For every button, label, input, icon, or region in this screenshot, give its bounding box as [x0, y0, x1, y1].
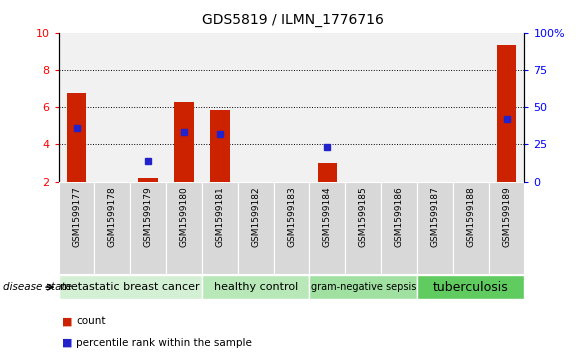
Bar — [59, 275, 202, 299]
Bar — [381, 33, 417, 182]
Text: gram-negative sepsis: gram-negative sepsis — [311, 282, 416, 292]
Bar — [318, 163, 337, 182]
Bar — [489, 182, 524, 274]
Bar — [130, 182, 166, 274]
Bar — [417, 182, 453, 274]
Text: metastatic breast cancer: metastatic breast cancer — [60, 282, 200, 292]
Text: GSM1599187: GSM1599187 — [430, 186, 440, 247]
Text: GSM1599186: GSM1599186 — [394, 186, 404, 247]
Text: GSM1599182: GSM1599182 — [251, 186, 260, 247]
Bar — [417, 275, 524, 299]
Bar — [274, 33, 309, 182]
Text: count: count — [76, 316, 105, 326]
Text: GSM1599183: GSM1599183 — [287, 186, 296, 247]
Bar — [166, 33, 202, 182]
Bar — [497, 45, 516, 182]
Text: GSM1599181: GSM1599181 — [216, 186, 224, 247]
Bar — [138, 178, 158, 182]
Text: ■: ■ — [62, 316, 72, 326]
Bar — [202, 182, 238, 274]
Text: ■: ■ — [62, 338, 72, 348]
Bar — [238, 182, 274, 274]
Text: GDS5819 / ILMN_1776716: GDS5819 / ILMN_1776716 — [202, 13, 384, 27]
Bar — [174, 102, 194, 182]
Text: GSM1599185: GSM1599185 — [359, 186, 367, 247]
Bar — [309, 275, 417, 299]
Bar — [166, 182, 202, 274]
Bar — [345, 33, 381, 182]
Bar — [59, 182, 94, 274]
Text: GSM1599188: GSM1599188 — [466, 186, 475, 247]
Text: disease state: disease state — [3, 282, 72, 292]
Bar — [309, 182, 345, 274]
Bar — [417, 33, 453, 182]
Text: GSM1599189: GSM1599189 — [502, 186, 511, 247]
Bar — [345, 182, 381, 274]
Text: GSM1599179: GSM1599179 — [144, 186, 153, 247]
Text: tuberculosis: tuberculosis — [433, 281, 509, 294]
Bar — [489, 33, 524, 182]
Bar — [202, 33, 238, 182]
Bar — [274, 182, 309, 274]
Bar — [94, 182, 130, 274]
Bar — [381, 182, 417, 274]
Bar — [210, 110, 230, 182]
Text: healthy control: healthy control — [213, 282, 298, 292]
Bar — [453, 33, 489, 182]
Bar — [202, 275, 309, 299]
Bar — [94, 33, 130, 182]
Bar — [130, 33, 166, 182]
Bar — [309, 33, 345, 182]
Text: GSM1599180: GSM1599180 — [179, 186, 189, 247]
Bar — [238, 33, 274, 182]
Text: GSM1599178: GSM1599178 — [108, 186, 117, 247]
Text: percentile rank within the sample: percentile rank within the sample — [76, 338, 252, 348]
Text: GSM1599184: GSM1599184 — [323, 186, 332, 247]
Bar — [67, 93, 86, 182]
Bar — [59, 33, 94, 182]
Bar — [453, 182, 489, 274]
Text: GSM1599177: GSM1599177 — [72, 186, 81, 247]
